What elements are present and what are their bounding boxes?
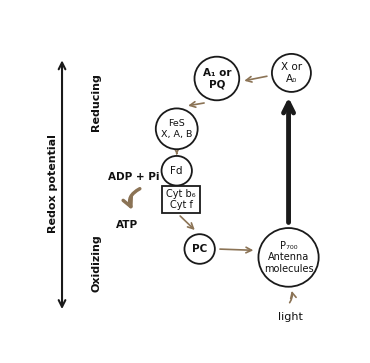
Text: PC: PC	[192, 244, 207, 254]
Text: Oxidizing: Oxidizing	[91, 234, 101, 292]
Text: Fd: Fd	[171, 166, 183, 176]
FancyBboxPatch shape	[162, 186, 200, 213]
Text: P₇₀₀
Antenna
molecules: P₇₀₀ Antenna molecules	[264, 241, 313, 274]
Text: ATP: ATP	[115, 220, 138, 230]
Circle shape	[156, 109, 198, 149]
Circle shape	[272, 54, 311, 92]
Text: A₁ or
PQ: A₁ or PQ	[203, 68, 231, 89]
Text: FeS
X, A, B: FeS X, A, B	[161, 119, 192, 139]
Text: light: light	[278, 312, 302, 322]
Text: ADP + Pi: ADP + Pi	[108, 172, 159, 182]
Circle shape	[195, 57, 239, 100]
Text: X or
A₀: X or A₀	[281, 62, 302, 84]
Text: Reducing: Reducing	[91, 73, 101, 131]
Circle shape	[162, 156, 192, 185]
Text: Redox potential: Redox potential	[48, 134, 58, 233]
Text: Cyt b₆
Cyt f: Cyt b₆ Cyt f	[166, 189, 196, 210]
Circle shape	[258, 228, 319, 287]
Circle shape	[185, 234, 215, 264]
